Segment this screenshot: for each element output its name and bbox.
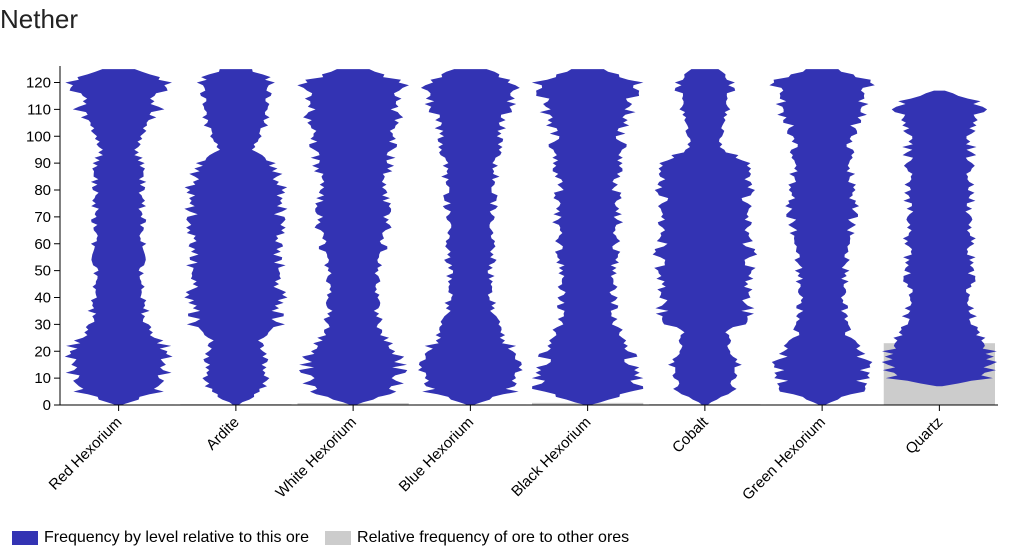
violin-shape <box>64 69 173 405</box>
x-category-label: Black Hexorium <box>508 414 594 500</box>
violin-shape <box>418 69 523 405</box>
legend-swatch-relative <box>325 531 352 545</box>
y-tick-label: 110 <box>27 101 51 118</box>
legend-swatch-level <box>12 531 38 545</box>
y-tick-label: 120 <box>26 75 51 92</box>
x-category-label: Quartz <box>902 414 946 458</box>
violin-shape <box>881 90 997 387</box>
violin-shape <box>531 69 644 405</box>
y-tick-label: 0 <box>43 397 51 414</box>
legend: Frequency by level relative to this ore … <box>12 529 645 547</box>
x-category-label: Green Hexorium <box>739 414 829 504</box>
y-tick-label: 100 <box>26 128 51 145</box>
chart-title: Nether <box>0 4 79 34</box>
legend-item-relative: Relative frequency of ore to other ores <box>325 529 629 547</box>
y-tick-label: 40 <box>34 290 51 307</box>
y-tick-label: 30 <box>34 316 51 333</box>
y-tick-label: 80 <box>34 182 51 199</box>
violin-shape <box>652 69 758 405</box>
y-tick-label: 50 <box>34 263 51 280</box>
violin-shape <box>297 69 409 405</box>
y-tick-label: 70 <box>34 209 51 226</box>
y-tick-label: 90 <box>34 155 51 172</box>
violin-layer <box>64 69 997 405</box>
legend-label-relative: Relative frequency of ore to other ores <box>357 529 630 546</box>
y-tick-label: 20 <box>34 343 51 360</box>
legend-label-level: Frequency by level relative to this ore <box>44 529 310 546</box>
x-category-label: Red Hexorium <box>46 414 126 494</box>
violin-shape <box>184 69 288 405</box>
x-category-label: Ardite <box>203 414 243 454</box>
x-category-label: Blue Hexorium <box>396 414 478 496</box>
x-category-label: White Hexorium <box>272 414 359 501</box>
violin-shape <box>769 69 875 405</box>
x-category-label: Cobalt <box>669 413 712 456</box>
legend-item-level: Frequency by level relative to this ore <box>12 529 309 547</box>
y-tick-label: 10 <box>34 370 51 387</box>
y-tick-label: 60 <box>34 236 51 253</box>
